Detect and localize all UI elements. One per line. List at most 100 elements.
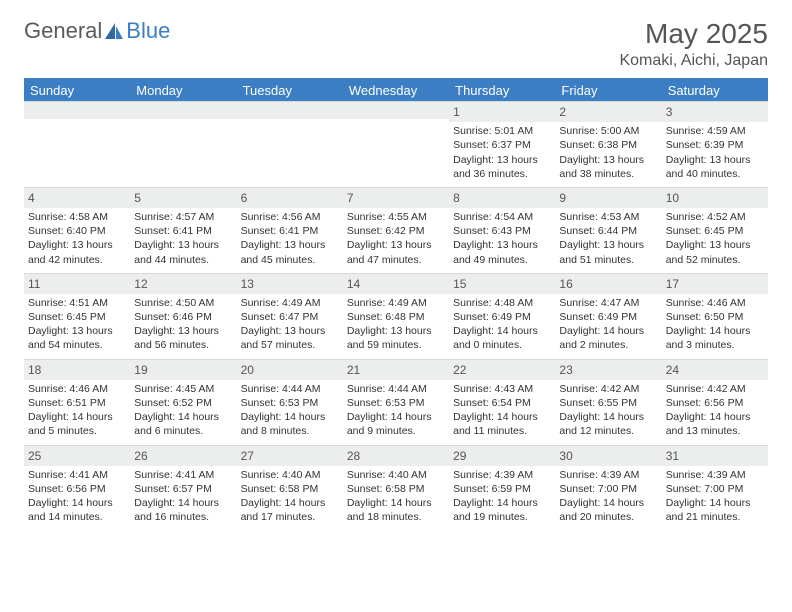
sunset-text: Sunset: 6:45 PM [666,224,764,238]
daylight-text: Daylight: 13 hours and 56 minutes. [134,324,232,352]
date-number: 11 [24,273,130,294]
sunset-text: Sunset: 6:59 PM [453,482,551,496]
day-info: Sunrise: 4:45 AMSunset: 6:52 PMDaylight:… [134,382,232,439]
day-info: Sunrise: 4:40 AMSunset: 6:58 PMDaylight:… [347,468,445,525]
sunset-text: Sunset: 6:41 PM [241,224,339,238]
daylight-text: Daylight: 13 hours and 38 minutes. [559,153,657,181]
date-number: 5 [130,187,236,208]
date-number: 23 [555,359,661,380]
sunset-text: Sunset: 6:56 PM [666,396,764,410]
date-number: 3 [662,101,768,122]
sunrise-text: Sunrise: 4:41 AM [28,468,126,482]
calendar-cell: 27Sunrise: 4:40 AMSunset: 6:58 PMDayligh… [237,445,343,531]
sunset-text: Sunset: 6:51 PM [28,396,126,410]
date-number: 17 [662,273,768,294]
daylight-text: Daylight: 14 hours and 3 minutes. [666,324,764,352]
day-info: Sunrise: 4:46 AMSunset: 6:50 PMDaylight:… [666,296,764,353]
day-info: Sunrise: 4:39 AMSunset: 7:00 PMDaylight:… [666,468,764,525]
day-info: Sunrise: 4:56 AMSunset: 6:41 PMDaylight:… [241,210,339,267]
weekday-header: Monday [130,79,236,101]
sunrise-text: Sunrise: 5:01 AM [453,124,551,138]
sunset-text: Sunset: 6:49 PM [559,310,657,324]
daylight-text: Daylight: 14 hours and 13 minutes. [666,410,764,438]
calendar-row: 25Sunrise: 4:41 AMSunset: 6:56 PMDayligh… [24,445,768,531]
sunset-text: Sunset: 6:57 PM [134,482,232,496]
calendar-cell: 8Sunrise: 4:54 AMSunset: 6:43 PMDaylight… [449,187,555,273]
sunrise-text: Sunrise: 4:46 AM [666,296,764,310]
sunrise-text: Sunrise: 4:43 AM [453,382,551,396]
calendar-cell [24,101,130,187]
sunrise-text: Sunrise: 4:51 AM [28,296,126,310]
calendar-table: Sunday Monday Tuesday Wednesday Thursday… [24,78,768,530]
day-info: Sunrise: 4:51 AMSunset: 6:45 PMDaylight:… [28,296,126,353]
weekday-header: Friday [555,79,661,101]
daylight-text: Daylight: 13 hours and 54 minutes. [28,324,126,352]
date-number: 4 [24,187,130,208]
date-number: 30 [555,445,661,466]
sunset-text: Sunset: 6:53 PM [347,396,445,410]
weekday-header-row: Sunday Monday Tuesday Wednesday Thursday… [24,79,768,101]
calendar-row: 18Sunrise: 4:46 AMSunset: 6:51 PMDayligh… [24,359,768,445]
calendar-cell: 26Sunrise: 4:41 AMSunset: 6:57 PMDayligh… [130,445,236,531]
day-info: Sunrise: 4:57 AMSunset: 6:41 PMDaylight:… [134,210,232,267]
weekday-header: Saturday [662,79,768,101]
sunrise-text: Sunrise: 5:00 AM [559,124,657,138]
daylight-text: Daylight: 14 hours and 5 minutes. [28,410,126,438]
date-number [130,101,236,119]
sunset-text: Sunset: 6:45 PM [28,310,126,324]
sail-icon [104,22,124,40]
date-number: 6 [237,187,343,208]
calendar-cell: 4Sunrise: 4:58 AMSunset: 6:40 PMDaylight… [24,187,130,273]
daylight-text: Daylight: 14 hours and 9 minutes. [347,410,445,438]
daylight-text: Daylight: 14 hours and 19 minutes. [453,496,551,524]
sunrise-text: Sunrise: 4:48 AM [453,296,551,310]
sunrise-text: Sunrise: 4:58 AM [28,210,126,224]
daylight-text: Daylight: 14 hours and 6 minutes. [134,410,232,438]
sunrise-text: Sunrise: 4:50 AM [134,296,232,310]
weekday-header: Thursday [449,79,555,101]
weekday-header: Wednesday [343,79,449,101]
daylight-text: Daylight: 14 hours and 14 minutes. [28,496,126,524]
calendar-cell: 13Sunrise: 4:49 AMSunset: 6:47 PMDayligh… [237,273,343,359]
sunrise-text: Sunrise: 4:47 AM [559,296,657,310]
sunrise-text: Sunrise: 4:54 AM [453,210,551,224]
date-number: 29 [449,445,555,466]
sunset-text: Sunset: 6:53 PM [241,396,339,410]
date-number [343,101,449,119]
calendar-row: 1Sunrise: 5:01 AMSunset: 6:37 PMDaylight… [24,101,768,187]
date-number: 10 [662,187,768,208]
date-number: 12 [130,273,236,294]
title-block: May 2025 Komaki, Aichi, Japan [619,18,768,70]
day-info: Sunrise: 4:52 AMSunset: 6:45 PMDaylight:… [666,210,764,267]
date-number: 26 [130,445,236,466]
date-number: 19 [130,359,236,380]
day-info: Sunrise: 4:43 AMSunset: 6:54 PMDaylight:… [453,382,551,439]
daylight-text: Daylight: 13 hours and 40 minutes. [666,153,764,181]
day-info: Sunrise: 4:40 AMSunset: 6:58 PMDaylight:… [241,468,339,525]
calendar-cell: 12 Sunrise: 4:50 AMSunset: 6:46 PMDayligh… [130,273,236,359]
sunrise-text: Sunrise: 4:40 AM [347,468,445,482]
day-info: Sunrise: 4:58 AMSunset: 6:40 PMDaylight:… [28,210,126,267]
sunset-text: Sunset: 6:56 PM [28,482,126,496]
date-number [237,101,343,119]
calendar-cell: 31Sunrise: 4:39 AMSunset: 7:00 PMDayligh… [662,445,768,531]
date-number [24,101,130,119]
daylight-text: Daylight: 13 hours and 51 minutes. [559,238,657,266]
month-title: May 2025 [619,18,768,50]
daylight-text: Daylight: 13 hours and 45 minutes. [241,238,339,266]
sunset-text: Sunset: 6:46 PM [134,310,232,324]
sunrise-text: Sunrise: 4:39 AM [559,468,657,482]
sunset-text: Sunset: 6:38 PM [559,138,657,152]
calendar-cell: 28Sunrise: 4:40 AMSunset: 6:58 PMDayligh… [343,445,449,531]
date-number: 25 [24,445,130,466]
logo-text-general: General [24,18,102,44]
calendar-cell: 29Sunrise: 4:39 AMSunset: 6:59 PMDayligh… [449,445,555,531]
calendar-cell: 10Sunrise: 4:52 AMSunset: 6:45 PMDayligh… [662,187,768,273]
calendar-cell: 21Sunrise: 4:44 AMSunset: 6:53 PMDayligh… [343,359,449,445]
sunrise-text: Sunrise: 4:56 AM [241,210,339,224]
calendar-cell: 15Sunrise: 4:48 AMSunset: 6:49 PMDayligh… [449,273,555,359]
day-info: Sunrise: 4:39 AMSunset: 6:59 PMDaylight:… [453,468,551,525]
date-number: 24 [662,359,768,380]
sunset-text: Sunset: 6:37 PM [453,138,551,152]
day-info: Sunrise: 4:59 AMSunset: 6:39 PMDaylight:… [666,124,764,181]
